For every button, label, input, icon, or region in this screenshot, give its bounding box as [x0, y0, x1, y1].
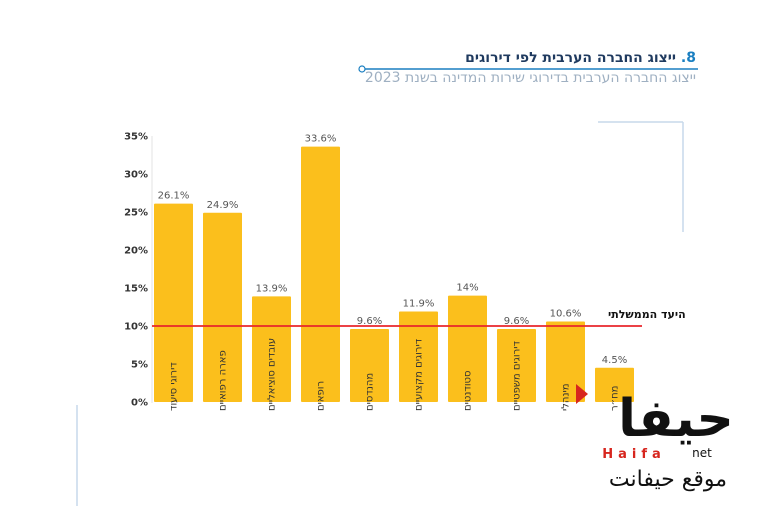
x-category-label: רופאים — [316, 381, 327, 411]
bar — [154, 203, 193, 402]
title-number: 8. — [680, 50, 696, 66]
header-divider — [358, 65, 698, 73]
bar — [595, 367, 634, 402]
title-text: ייצוג החברה הערבית לפי דירוגים — [465, 50, 677, 66]
x-category-label: דירוגים משפטיים — [512, 341, 523, 411]
logo-brand-arabic: حيفا — [618, 389, 734, 449]
logo-brand-latin: Haifa — [602, 447, 666, 462]
data-label: 11.9% — [403, 299, 435, 310]
page-subtitle: ייצוג החברה הערבית בדירוגי שירות המדינה … — [364, 70, 696, 86]
bar — [301, 146, 340, 402]
x-category-label: מח״ר — [610, 386, 621, 411]
y-tick-label: 30% — [124, 170, 148, 181]
data-label: 13.9% — [256, 283, 288, 294]
logo-tagline: موقع حيفانت — [609, 467, 727, 492]
y-tick-label: 15% — [124, 284, 148, 295]
bar — [448, 295, 487, 402]
y-tick-label: 5% — [131, 360, 148, 371]
data-label: 26.1% — [158, 191, 190, 202]
logo-accent-mark — [576, 384, 588, 404]
site-logo: حيفا Haifa net موقع حيفانت — [576, 384, 734, 492]
x-category-label: מינהלי — [561, 384, 572, 412]
target-label: היעד הממשלתי — [608, 308, 686, 321]
y-tick-label: 10% — [124, 322, 148, 333]
y-tick-label: 35% — [124, 132, 148, 143]
x-category-label: פארה רפואיים — [218, 350, 229, 411]
bar — [203, 212, 242, 402]
bar — [546, 321, 585, 402]
y-tick-label: 0% — [131, 398, 148, 409]
data-label: 9.6% — [357, 316, 382, 327]
x-category-label: סטודנטים — [463, 370, 474, 411]
x-category-label: דירוגי סיעוד — [169, 362, 180, 411]
logo-brand-suffix: net — [692, 446, 712, 460]
bar — [497, 329, 536, 402]
data-label: 9.6% — [504, 316, 529, 327]
bar — [252, 296, 291, 402]
data-label: 33.6% — [305, 134, 337, 145]
x-category-label: עובדים סוציאליים — [267, 338, 278, 411]
x-category-label: דירוגים מקצועיים — [414, 338, 425, 411]
bar — [399, 311, 438, 402]
data-label: 24.9% — [207, 200, 239, 211]
y-tick-label: 25% — [124, 208, 148, 219]
x-category-label: מהנדסים — [365, 373, 376, 411]
y-tick-label: 20% — [124, 246, 148, 257]
data-label: 4.5% — [602, 355, 627, 366]
data-label: 10.6% — [550, 308, 582, 319]
page-title: 8. ייצוג החברה הערבית לפי דירוגים — [465, 50, 696, 66]
bar — [350, 329, 389, 402]
data-label: 14% — [456, 283, 478, 294]
